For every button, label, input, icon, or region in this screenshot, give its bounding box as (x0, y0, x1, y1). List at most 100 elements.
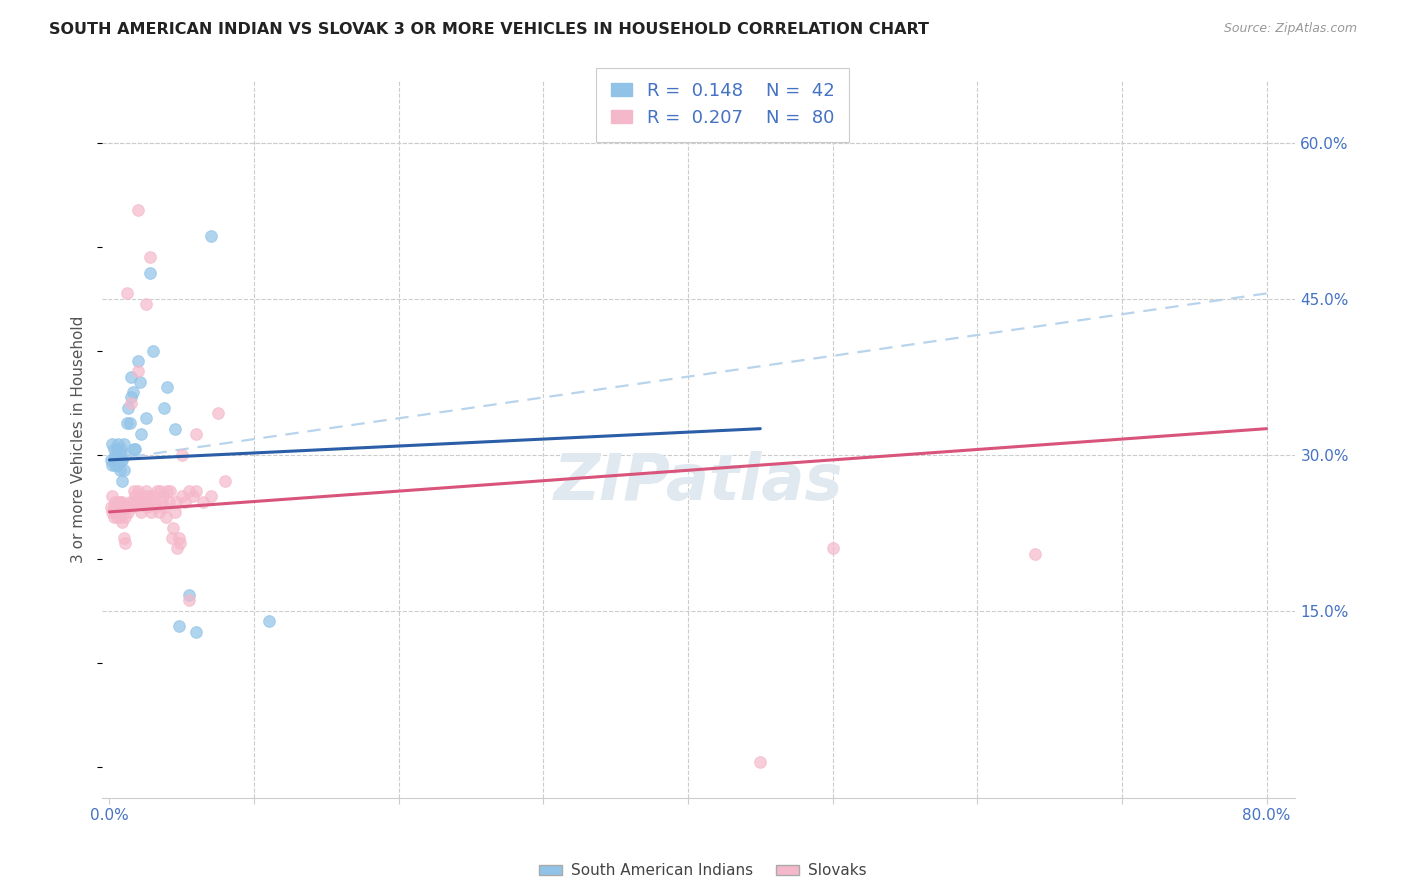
Point (112, 531, 135, 545)
Point (177, 593, 200, 607)
Point (257, 614, 280, 628)
Point (155, 510, 177, 524)
Point (146, 484, 169, 499)
Point (101, 505, 124, 519)
Text: SOUTH AMERICAN INDIAN VS SLOVAK 3 OR MORE VEHICLES IN HOUSEHOLD CORRELATION CHAR: SOUTH AMERICAN INDIAN VS SLOVAK 3 OR MOR… (49, 22, 929, 37)
Point (114, 536, 136, 550)
Point (108, 448, 131, 462)
Point (135, 484, 157, 499)
Point (1024, 547, 1046, 561)
Point (173, 494, 195, 508)
Point (127, 484, 149, 499)
Point (104, 505, 127, 519)
Point (114, 510, 136, 524)
Legend: South American Indians, Slovaks: South American Indians, Slovaks (533, 857, 873, 884)
Point (107, 453, 129, 467)
Point (105, 458, 128, 472)
Text: ZIPatlas: ZIPatlas (554, 451, 844, 513)
Point (142, 489, 165, 503)
Point (162, 520, 184, 534)
Point (105, 500, 128, 514)
Point (124, 489, 146, 503)
Point (103, 442, 125, 457)
Point (101, 489, 124, 503)
Point (120, 500, 142, 514)
Point (120, 391, 142, 405)
Point (177, 484, 200, 499)
Point (103, 510, 125, 524)
Legend: R =  0.148    N =  42, R =  0.207    N =  80: R = 0.148 N = 42, R = 0.207 N = 80 (596, 68, 849, 142)
Point (111, 453, 134, 467)
Point (122, 442, 145, 457)
Point (110, 500, 132, 514)
Point (163, 422, 186, 436)
Point (150, 494, 173, 508)
Point (120, 369, 142, 384)
Point (111, 516, 134, 530)
Point (103, 500, 125, 514)
Point (110, 453, 132, 467)
Point (104, 458, 127, 472)
Point (165, 494, 187, 508)
Point (128, 494, 150, 508)
Point (214, 474, 236, 488)
Point (120, 395, 142, 409)
Point (127, 354, 149, 368)
Point (104, 494, 127, 508)
Point (107, 505, 129, 519)
Point (156, 380, 179, 394)
Point (127, 203, 149, 218)
Point (135, 411, 157, 425)
Point (110, 442, 132, 457)
Point (108, 494, 131, 508)
Point (129, 426, 152, 441)
Point (112, 500, 135, 514)
Point (100, 453, 122, 467)
Point (138, 489, 160, 503)
Point (100, 500, 122, 514)
Point (101, 458, 124, 472)
Point (139, 266, 162, 280)
Point (108, 463, 131, 477)
Point (136, 500, 159, 514)
Point (127, 364, 149, 378)
Point (152, 489, 174, 503)
Point (170, 448, 193, 462)
Point (148, 505, 170, 519)
Point (135, 297, 157, 311)
Point (183, 489, 205, 503)
Point (145, 500, 167, 514)
Point (166, 541, 188, 556)
Point (177, 588, 200, 602)
Point (111, 474, 134, 488)
Point (105, 442, 128, 457)
Point (105, 510, 128, 524)
Point (186, 624, 208, 639)
Point (132, 489, 155, 503)
Point (186, 426, 208, 441)
Point (115, 286, 138, 301)
Point (107, 437, 129, 451)
Point (101, 437, 124, 451)
Point (121, 494, 143, 508)
Point (153, 500, 176, 514)
Point (167, 619, 190, 633)
Point (153, 401, 176, 415)
Point (128, 375, 150, 389)
Point (112, 463, 135, 477)
Point (124, 442, 146, 457)
Point (129, 505, 152, 519)
Point (118, 494, 141, 508)
Point (186, 484, 208, 499)
Point (134, 494, 156, 508)
Point (107, 494, 129, 508)
Point (139, 494, 162, 508)
Point (139, 250, 162, 264)
Point (156, 484, 179, 499)
Point (117, 401, 139, 415)
Point (103, 453, 125, 467)
Point (143, 494, 166, 508)
Point (125, 494, 148, 508)
Point (115, 417, 138, 431)
Point (111, 494, 134, 508)
